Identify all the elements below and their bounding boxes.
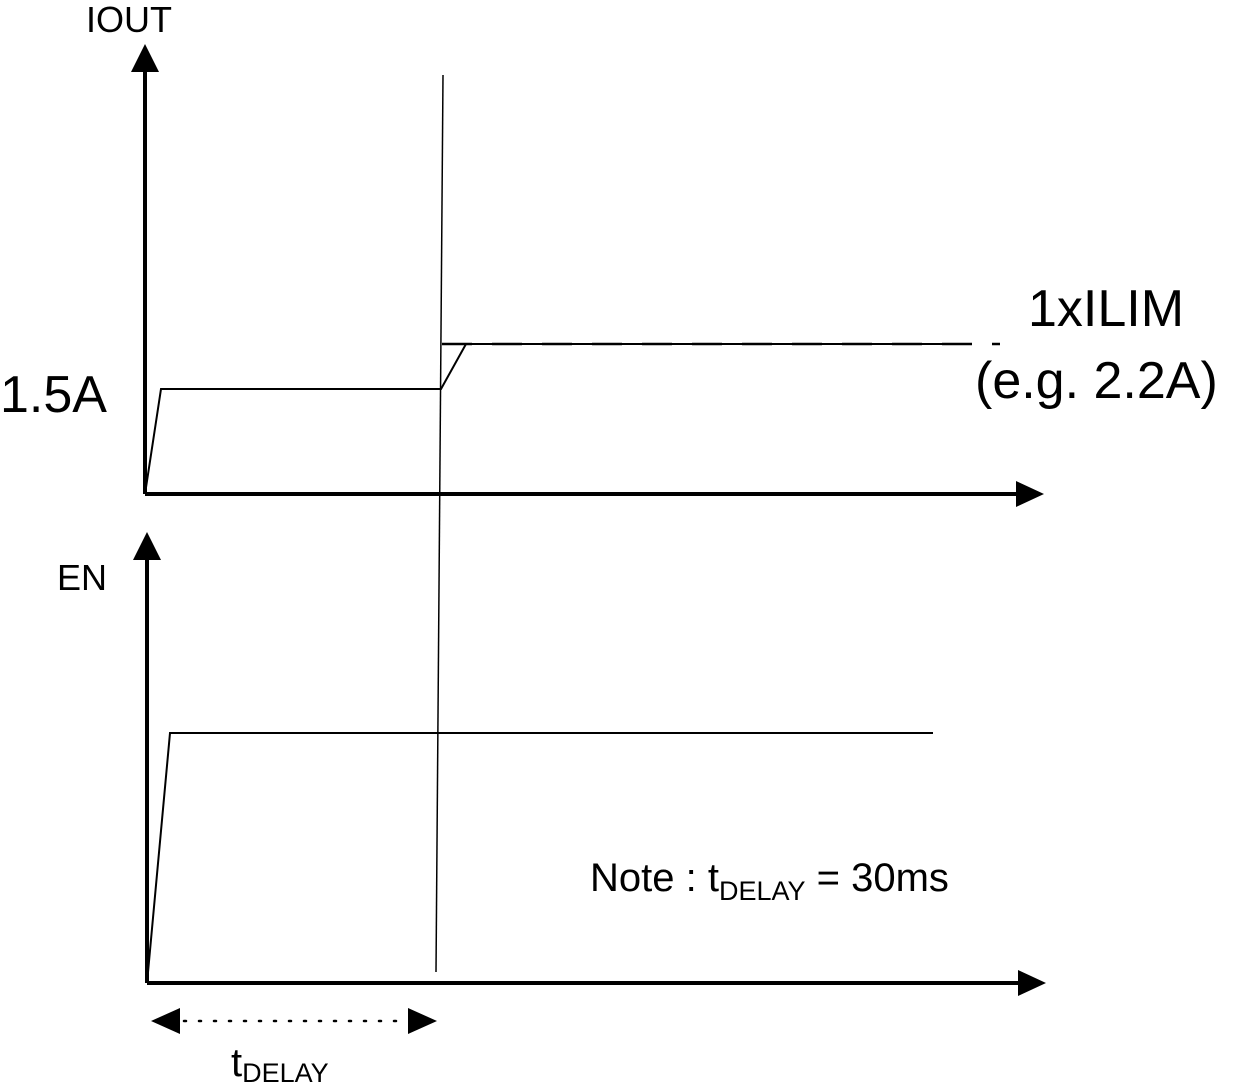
note-subscript: DELAY bbox=[719, 876, 806, 906]
en-panel: EN Note : tDELAY = 30ms bbox=[57, 532, 1046, 996]
delay-left-arrow-icon bbox=[151, 1008, 180, 1034]
delay-subscript: DELAY bbox=[242, 1058, 329, 1088]
note-suffix: = 30ms bbox=[806, 856, 949, 900]
iout-waveform bbox=[144, 343, 944, 495]
delay-dimension: tDELAY bbox=[151, 1008, 437, 1088]
delay-right-arrow-icon bbox=[408, 1008, 437, 1034]
iout-axis-label: IOUT bbox=[86, 0, 172, 40]
en-y-axis-arrow-icon bbox=[133, 532, 161, 560]
delay-label: tDELAY bbox=[231, 1041, 329, 1088]
iout-panel: IOUT 1.5A 1xILIM (e.g. 2.2A) bbox=[0, 0, 1218, 507]
iout-y-axis-arrow-icon bbox=[131, 44, 159, 72]
iout-x-axis-arrow-icon bbox=[1016, 481, 1044, 507]
level-label-1-5a: 1.5A bbox=[0, 366, 107, 424]
note-prefix: Note : t bbox=[590, 856, 719, 900]
en-axis-label: EN bbox=[57, 557, 107, 598]
delay-symbol: t bbox=[231, 1041, 242, 1085]
en-x-axis-arrow-icon bbox=[1018, 970, 1046, 996]
note-text: Note : tDELAY = 30ms bbox=[590, 856, 949, 906]
delay-marker-line bbox=[435, 74, 444, 973]
ilim-label: 1xILIM bbox=[1028, 280, 1184, 338]
ilim-example-label: (e.g. 2.2A) bbox=[975, 352, 1218, 410]
en-waveform bbox=[146, 732, 933, 984]
